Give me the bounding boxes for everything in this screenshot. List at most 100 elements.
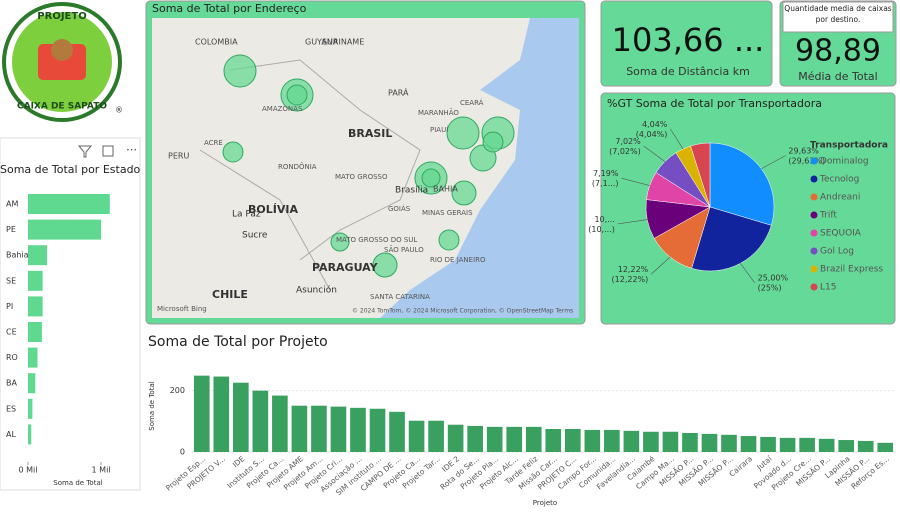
map-label: PERU [168, 152, 189, 161]
map-label: ACRE [204, 139, 223, 147]
legend-swatch [810, 157, 818, 165]
card-label: Média de Total [798, 70, 877, 83]
bar [701, 433, 718, 452]
legend-label: Brazil Express [820, 265, 883, 275]
y-tick-label: 0 [180, 448, 185, 457]
bar [428, 420, 444, 452]
map-label: Asunción [296, 285, 337, 296]
map-label: CEARÁ [460, 98, 484, 107]
map-label: SÃO PAULO [384, 245, 424, 254]
map-label: Sucre [242, 231, 268, 241]
map-label: PARAGUAY [312, 261, 379, 274]
bar [447, 424, 464, 452]
legend-label: L15 [820, 283, 836, 293]
y-axis-title: Soma de Total [148, 381, 156, 430]
x-axis-title: Soma de Total [53, 479, 102, 487]
bar [623, 430, 640, 452]
y-tick-label: 200 [170, 386, 185, 395]
y-tick-label: PE [6, 225, 16, 234]
legend-swatch [810, 175, 818, 183]
legend-swatch [810, 193, 818, 201]
bar [291, 405, 308, 452]
bar [330, 406, 347, 452]
legend-swatch [810, 211, 818, 219]
leader-line [643, 145, 666, 162]
map-label: PIAUÍ [430, 125, 448, 134]
state-panel [0, 137, 141, 491]
y-tick-label: Bahia [6, 251, 29, 260]
bar [643, 431, 659, 452]
bar [760, 436, 776, 452]
bar [272, 395, 288, 452]
bar [721, 434, 737, 452]
bar [506, 426, 523, 452]
map-credits: © 2024 TomTom, © 2024 Microsoft Corporat… [352, 308, 573, 315]
map-label: SURINAME [322, 38, 364, 47]
more-icon[interactable]: ⋯ [126, 143, 137, 156]
bar [779, 437, 796, 452]
logo-box [38, 44, 86, 80]
bar [193, 375, 210, 452]
focus-icon[interactable] [102, 145, 114, 157]
bar [857, 440, 874, 452]
legend-label: Trift [819, 211, 837, 221]
bar [838, 440, 854, 452]
bar [584, 429, 601, 452]
data-label: 7,19% (7,1...) [592, 169, 619, 188]
chart-title: Soma de Total por Estado [0, 163, 141, 176]
bar [408, 420, 425, 452]
tooltip: Quantidade media de caixas por destino. [784, 4, 891, 24]
logo-top: PROJETO [37, 11, 86, 22]
bar [28, 245, 47, 266]
map-label: BRASIL [348, 127, 392, 140]
bar [28, 296, 43, 317]
data-label: 10,... (10,...) [588, 214, 615, 233]
y-tick-label: AL [6, 430, 16, 439]
bar [252, 390, 269, 452]
legend-swatch [810, 247, 818, 255]
map-label: MATO GROSSO [335, 173, 388, 181]
bar [311, 405, 327, 452]
map-bubbles [222, 54, 515, 278]
x-tick-label: 1 Mil [92, 466, 111, 475]
bar [545, 429, 562, 452]
y-tick-label: ES [6, 404, 16, 413]
card-label: Soma de Distância km [626, 65, 750, 78]
bar [28, 424, 32, 445]
bar [350, 407, 366, 452]
map-label: La Paz [232, 210, 261, 220]
bar [28, 322, 42, 342]
map-brand: Microsoft Bing [157, 305, 207, 313]
map-title: Soma de Total por Endereço [152, 2, 307, 15]
legend-swatch [810, 283, 818, 291]
legend-label: Gol Log [820, 247, 854, 257]
map-label: PARÁ [388, 87, 409, 98]
data-label: 7,02% (7,02%) [609, 136, 641, 155]
card [600, 0, 773, 87]
filter-icon[interactable] [77, 145, 93, 158]
bar [604, 429, 620, 452]
map-label: GUYANA [305, 38, 339, 47]
y-tick-label: BA [6, 379, 17, 388]
leader-line [761, 155, 786, 170]
bar [28, 219, 102, 240]
map-label: RONDÔNIA [278, 162, 317, 171]
leader-line [740, 263, 755, 283]
map-label: BAHIA [433, 185, 458, 194]
map-label: GOIÁS [388, 204, 411, 213]
map-label: MATO GROSSO DO SUL [336, 236, 417, 244]
leader-line [670, 128, 684, 150]
bar [799, 437, 815, 452]
legend-label: Tecnolog [819, 175, 859, 185]
bar [818, 438, 835, 452]
bar [28, 398, 33, 419]
map-label: MINAS GERAIS [422, 209, 473, 217]
map-label: Brasília [395, 186, 428, 196]
legend-label: Dominalog [820, 157, 869, 167]
chart-title: Soma de Total por Projeto [148, 334, 328, 350]
logo-bottom: CAIXA DE SAPATO [17, 102, 107, 112]
bar [28, 194, 110, 214]
leader-line [621, 177, 650, 186]
data-label: 25,00% (25%) [758, 273, 789, 292]
